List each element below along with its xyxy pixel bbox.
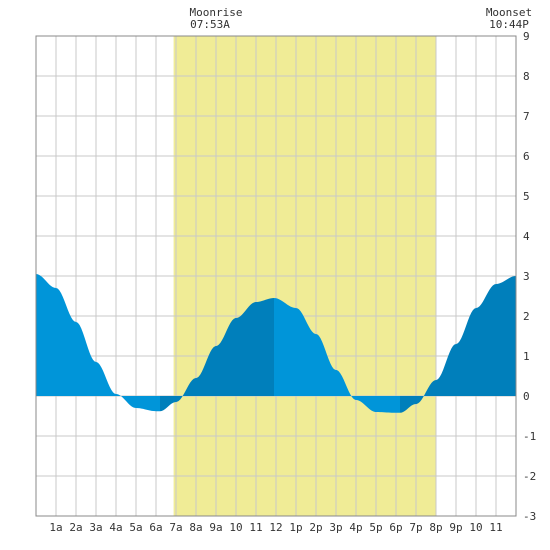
x-tick-label: 2p: [309, 521, 322, 534]
y-tick-label: -2: [523, 470, 536, 483]
y-tick-label: 2: [523, 310, 530, 323]
moonset-time: 10:44P: [489, 18, 529, 31]
label-layer: Moonrise 07:53A Moonset 10:44P 1a 2a 3a 4a 5…: [49, 6, 536, 534]
x-tick-label: 3p: [329, 521, 342, 534]
tide-area-dark-segment: [160, 298, 274, 412]
x-tick-label: 9p: [449, 521, 462, 534]
y-tick-label: 8: [523, 70, 530, 83]
x-tick-label: 8a: [189, 521, 202, 534]
x-tick-label: 6p: [389, 521, 402, 534]
x-tick-label: 8p: [429, 521, 442, 534]
x-tick-label: 2a: [69, 521, 82, 534]
frame-layer: [35, 35, 517, 517]
x-tick-label: 10: [469, 521, 482, 534]
y-tick-label: 3: [523, 270, 530, 283]
x-tick-label: 12: [269, 521, 282, 534]
tide-area-light-segment: [36, 274, 160, 412]
y-tick-label: -3: [523, 510, 536, 523]
x-tick-label: 1a: [49, 521, 62, 534]
x-tick-label: 11: [249, 521, 262, 534]
tide-area-light-segment: [274, 298, 400, 413]
tide-area-dark-segment: [400, 276, 516, 413]
tide-area-layer: [36, 274, 516, 413]
x-tick-label: 10: [229, 521, 242, 534]
moonrise-label: Moonrise: [190, 6, 243, 19]
moonset-label: Moonset: [486, 6, 532, 19]
y-tick-label: 9: [523, 30, 530, 43]
x-tick-label: 11: [489, 521, 502, 534]
x-tick-label: 7p: [409, 521, 422, 534]
plot-frame: [35, 35, 517, 517]
x-tick-label: 4p: [349, 521, 362, 534]
y-tick-label: 7: [523, 110, 530, 123]
x-tick-label: 9a: [209, 521, 222, 534]
x-tick-label: 5p: [369, 521, 382, 534]
x-tick-label: 6a: [149, 521, 162, 534]
x-tick-label: 4a: [109, 521, 122, 534]
x-tick-label: 3a: [89, 521, 102, 534]
y-tick-label: 0: [523, 390, 530, 403]
y-tick-label: 5: [523, 190, 530, 203]
grid-layer: [36, 36, 516, 516]
moonrise-time: 07:53A: [190, 18, 230, 31]
x-tick-label: 1p: [289, 521, 302, 534]
y-tick-label: 4: [523, 230, 530, 243]
x-tick-label: 5a: [129, 521, 142, 534]
x-tick-label: 7a: [169, 521, 182, 534]
y-tick-label: 6: [523, 150, 530, 163]
y-tick-label: 1: [523, 350, 530, 363]
y-tick-label: -1: [523, 430, 536, 443]
